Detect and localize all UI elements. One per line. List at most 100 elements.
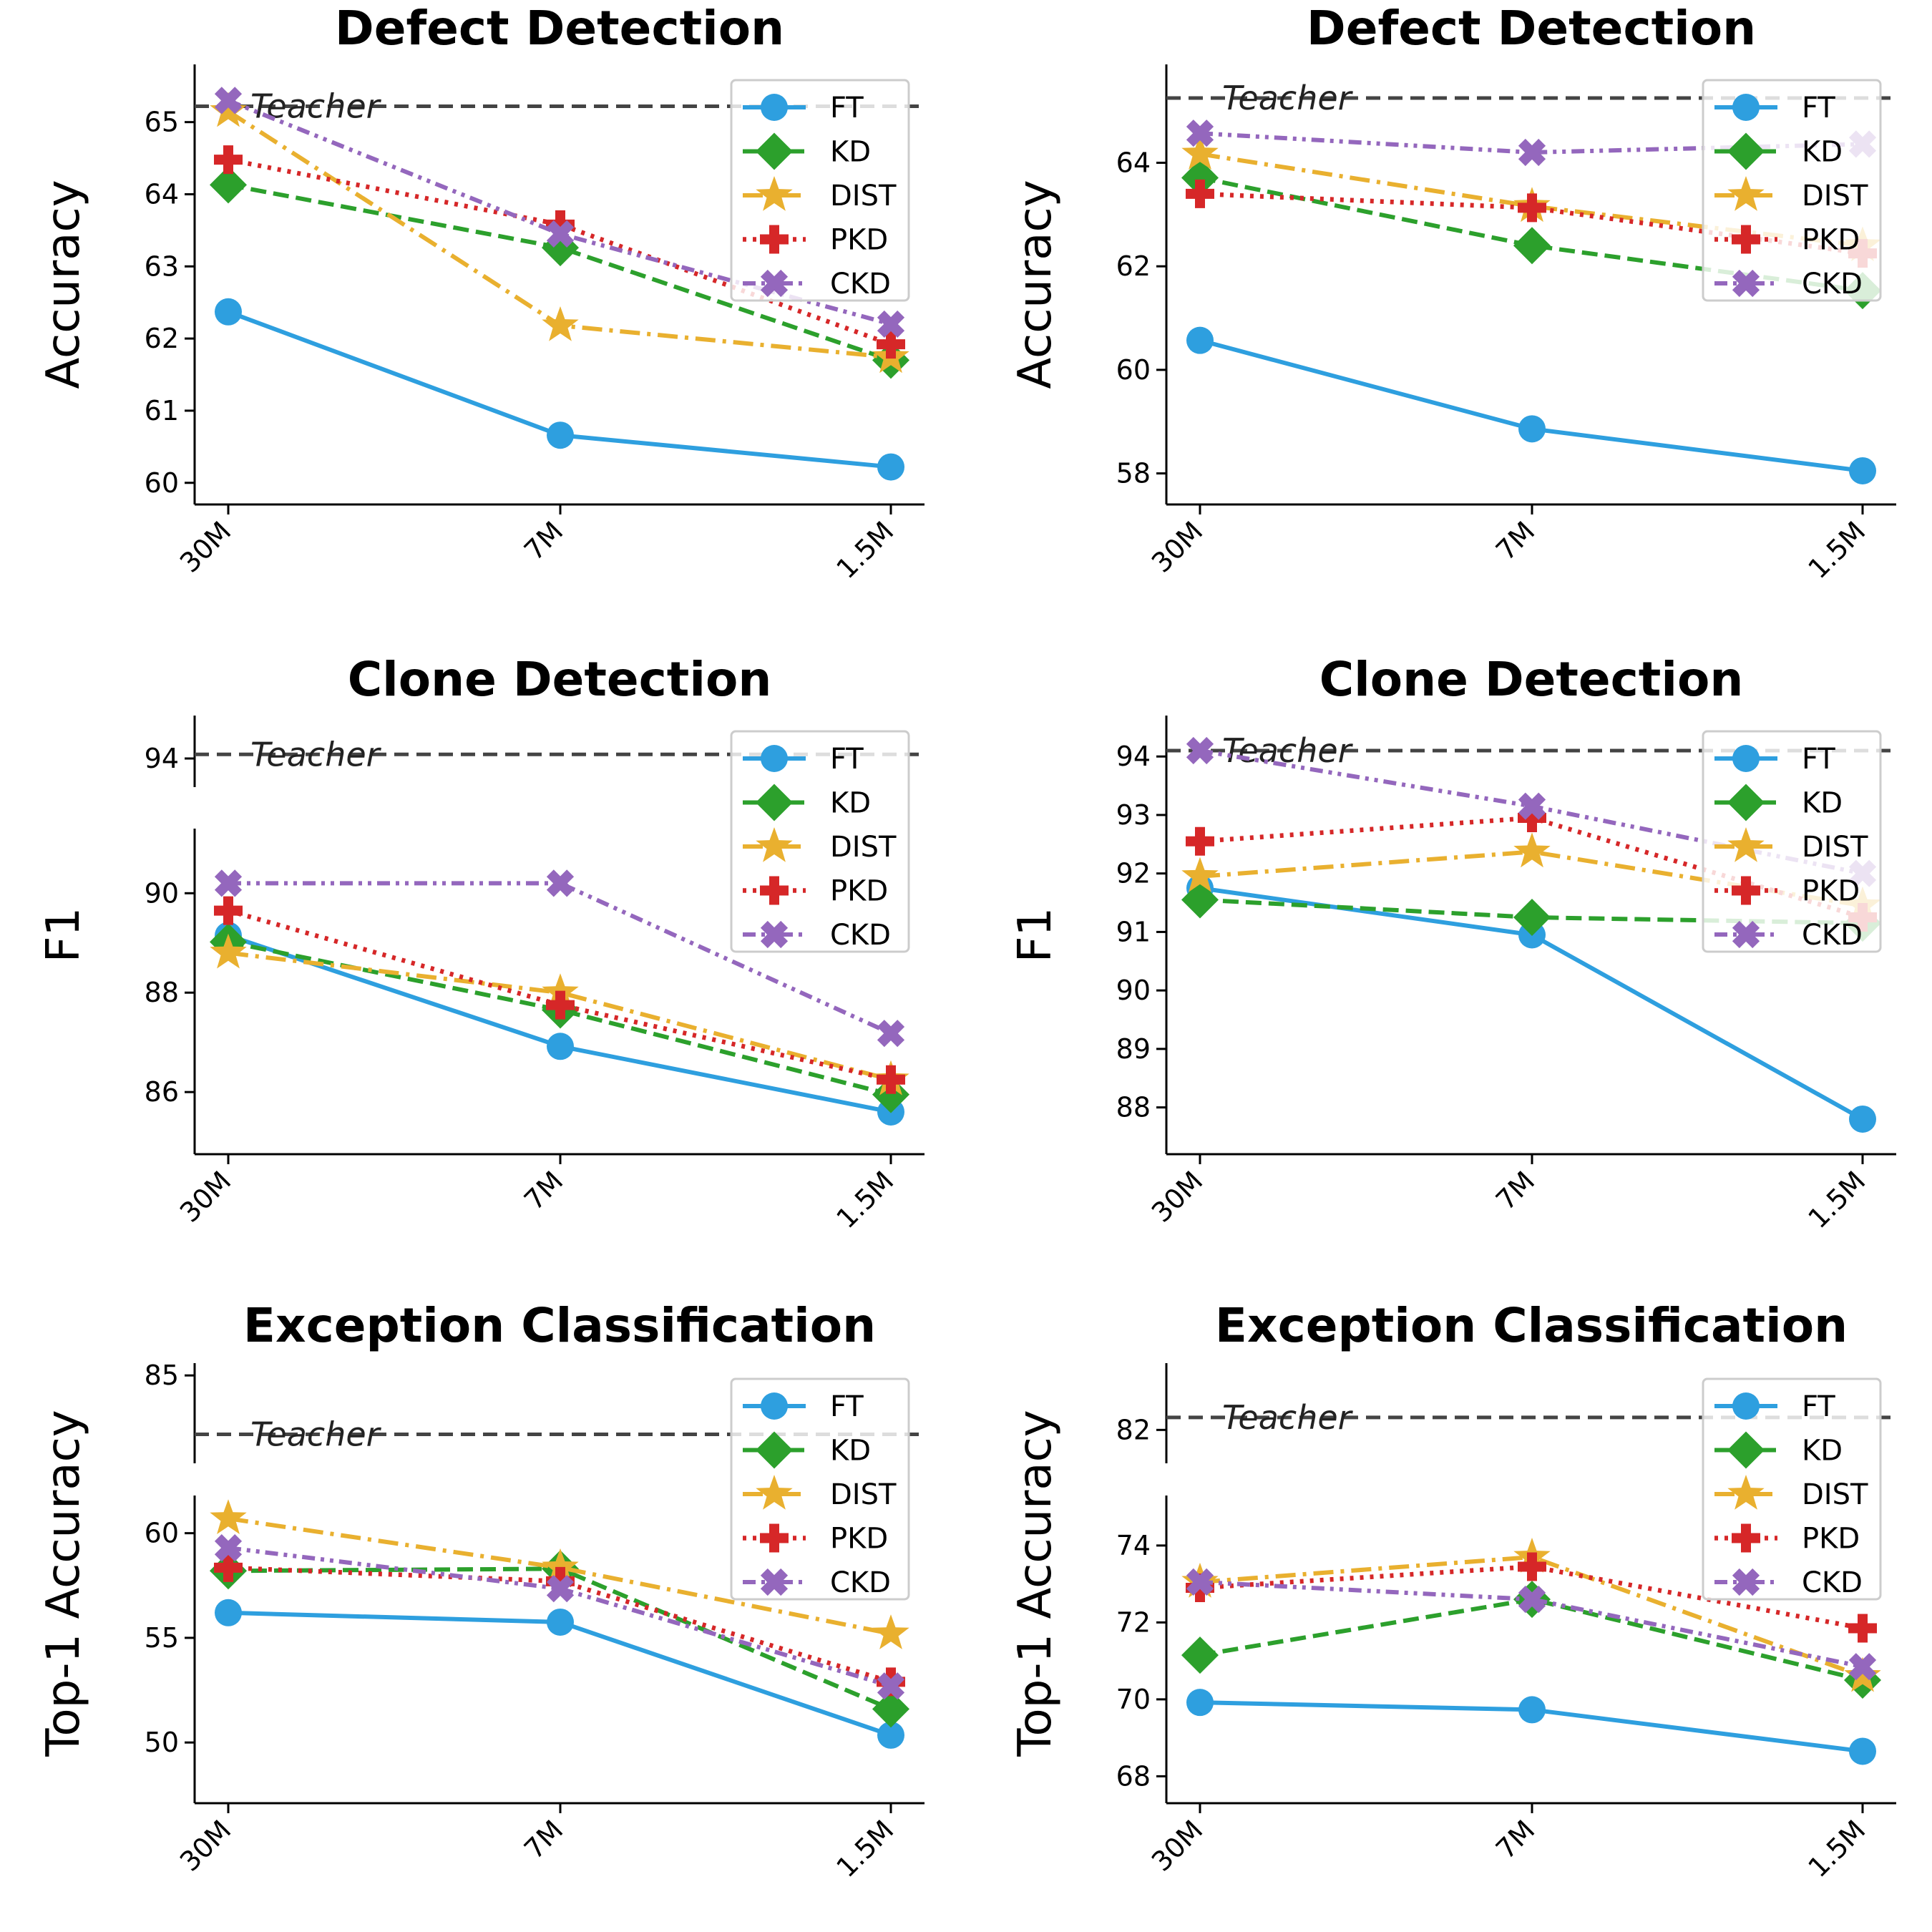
legend-label: PKD [1802, 224, 1860, 257]
series-pkd [214, 896, 905, 1094]
series-ckd [214, 1534, 905, 1700]
data-point-ft [1849, 1737, 1876, 1765]
legend-label: DIST [830, 1478, 897, 1511]
legend-marker-ft [1732, 1392, 1760, 1420]
data-point-ckd [1518, 792, 1546, 820]
y-axis-label: Accuracy [37, 180, 90, 389]
x-tick-label: 1.5M [1802, 515, 1871, 585]
data-point-ckd [1518, 1586, 1546, 1614]
legend-label: DIST [1802, 1478, 1868, 1511]
y-tick-label: 85 [145, 1360, 179, 1391]
data-point-ft [547, 1608, 574, 1636]
data-point-ft [547, 421, 574, 449]
data-point-pkd [546, 210, 575, 239]
y-tick-label: 50 [145, 1727, 179, 1758]
legend-marker-pkd [760, 225, 789, 254]
legend-marker-dist [756, 827, 793, 862]
y-tick-label: 62 [1116, 250, 1151, 282]
chart-panel: Clone Detection F1 88 89 90 91 92 93 94 30M 7M 1.5M… [1009, 652, 1896, 1234]
legend-label: CKD [830, 268, 891, 301]
y-tick-label: 92 [1116, 858, 1151, 889]
y-axis-label: Accuracy [1009, 180, 1062, 389]
y-axis-label: F1 [37, 907, 90, 963]
data-point-pkd [877, 330, 905, 359]
data-point-ft [1849, 457, 1876, 484]
data-point-dist [542, 306, 579, 341]
x-tick-label: 7M [1490, 1165, 1541, 1216]
legend-marker-kd [1727, 1431, 1765, 1469]
legend-marker-dist [756, 176, 793, 211]
legend-marker-dist [1727, 827, 1765, 862]
legend: FT KD DIST PKD CKD [1702, 79, 1882, 302]
legend-label: PKD [830, 875, 888, 908]
y-tick-label: 60 [145, 467, 179, 499]
data-point-pkd [546, 1566, 575, 1596]
chart-panel: Defect Detection Accuracy 60 61 62 63 64 65 30M 7… [37, 1, 924, 585]
legend-label: FT [830, 1390, 864, 1423]
data-point-dist [1513, 832, 1551, 868]
data-point-kd [1181, 1636, 1219, 1674]
data-point-dist [1844, 1657, 1881, 1692]
series-dist [210, 1499, 909, 1649]
data-point-ckd [877, 1672, 905, 1700]
legend-marker-ckd [760, 1568, 789, 1596]
data-point-pkd [214, 145, 243, 175]
legend-label: DIST [1802, 180, 1868, 213]
x-tick-label: 30M [1146, 515, 1209, 578]
legend-marker-ft [1732, 745, 1760, 772]
legend: FT KD DIST PKD CKD [730, 1377, 910, 1601]
chart-title: Clone Detection [1319, 652, 1744, 707]
data-point-ckd [546, 869, 575, 897]
series-ckd [214, 869, 905, 1048]
legend-label: FT [830, 743, 864, 776]
chart-panel: Clone Detection F1 86 88 90 94 30M 7M 1.5M Teache… [37, 652, 924, 1234]
legend-marker-kd [756, 132, 793, 170]
legend-marker-ckd [760, 269, 789, 298]
data-point-kd [872, 1075, 909, 1113]
data-point-ft [877, 453, 904, 481]
y-tick-label: 91 [1116, 916, 1151, 947]
x-tick-label: 1.5M [830, 1814, 899, 1883]
legend: FT KD DIST PKD CKD [730, 730, 910, 953]
y-tick-label: 70 [1116, 1684, 1151, 1715]
legend-label: DIST [1802, 831, 1868, 864]
data-point-ckd [1186, 736, 1214, 765]
legend-marker-ft [1732, 94, 1760, 121]
legend-marker-ft [761, 94, 788, 121]
legend-marker-dist [1727, 176, 1765, 211]
legend-label: KD [830, 787, 871, 820]
series-line-dist [228, 1516, 892, 1636]
chart-panel: Defect Detection Accuracy 58 60 62 64 30M 7M 1.5… [1009, 1, 1896, 585]
legend-marker-ckd [1732, 920, 1760, 949]
data-point-kd [1513, 227, 1551, 265]
chart-title: Defect Detection [1307, 1, 1756, 56]
legend-label: PKD [830, 224, 888, 257]
legend-label: FT [1802, 743, 1835, 776]
y-tick-label: 86 [145, 1076, 179, 1108]
y-tick-label: 68 [1116, 1760, 1151, 1792]
series-line-kd [1199, 1597, 1863, 1682]
data-point-ft [1186, 326, 1214, 354]
legend-label: DIST [830, 831, 897, 864]
x-tick-label: 30M [174, 1165, 237, 1228]
y-tick-label: 60 [145, 1518, 179, 1549]
teacher-label: Teacher [1222, 1398, 1354, 1437]
series-line-pkd [228, 908, 892, 1082]
legend-label: KD [830, 1435, 871, 1468]
y-tick-label: 58 [1116, 458, 1151, 489]
series-ckd [1186, 1568, 1877, 1681]
data-point-ckd [1186, 1568, 1214, 1596]
legend-marker-pkd [1732, 225, 1760, 254]
legend-label: FT [830, 92, 864, 125]
data-point-pkd [1518, 804, 1546, 833]
data-point-pkd [1186, 826, 1214, 856]
series-pkd [214, 145, 905, 359]
y-tick-label: 60 [1116, 354, 1151, 386]
y-tick-label: 90 [145, 877, 179, 909]
y-tick-label: 88 [145, 977, 179, 1008]
x-tick-label: 7M [1490, 1814, 1541, 1865]
data-point-dist [1181, 135, 1219, 170]
legend-marker-dist [1727, 1475, 1765, 1510]
data-point-ckd [214, 1534, 243, 1562]
